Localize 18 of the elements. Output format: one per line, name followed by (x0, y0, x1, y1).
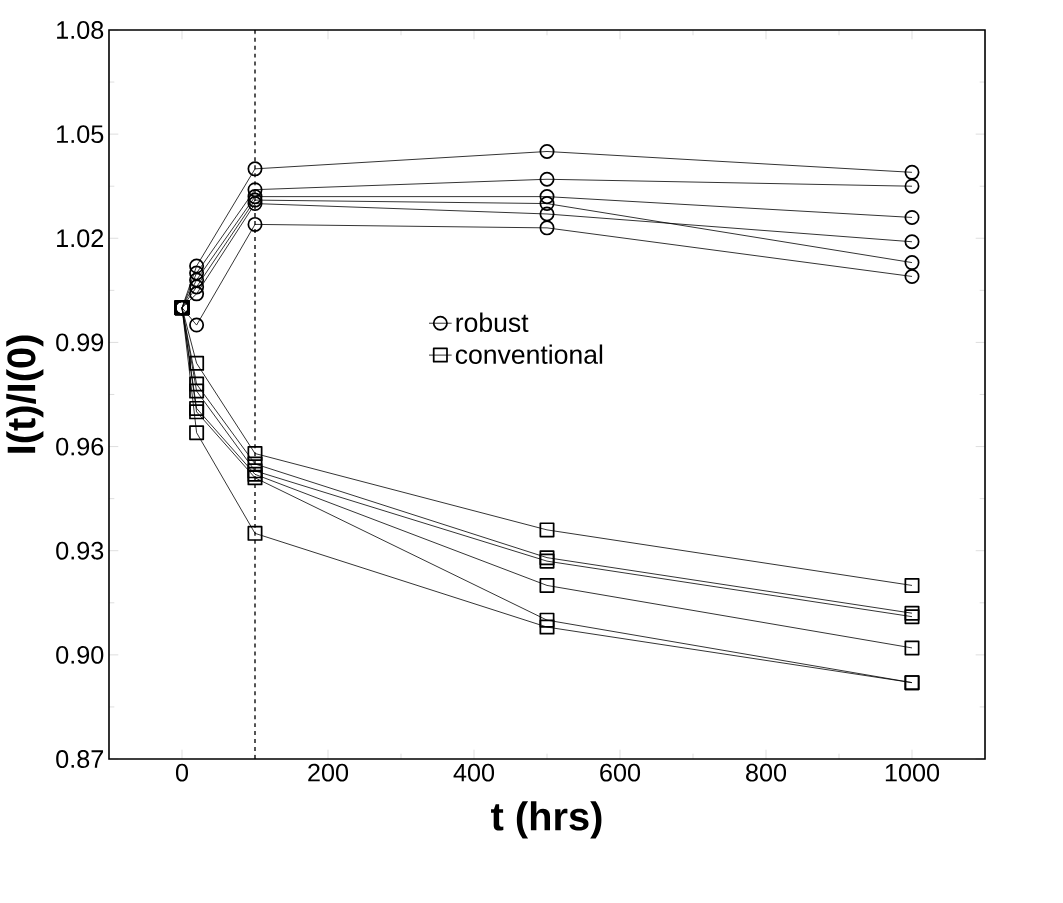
y-tick-label: 0.93 (56, 541, 104, 560)
x-tick-label: 600 (600, 763, 641, 782)
x-tick-label: 0 (175, 763, 189, 782)
x-tick-label: 1000 (885, 763, 940, 782)
y-tick-label: 1.02 (57, 229, 104, 248)
x-tick-label: 400 (453, 763, 495, 782)
y-tick-label: 0.87 (56, 750, 104, 768)
y-tick-label: 0.96 (56, 437, 104, 456)
y-tick-label: 1.08 (57, 21, 104, 39)
y-tick-label: 0.90 (56, 645, 104, 664)
x-axis-title: t (hrs) (491, 801, 602, 839)
x-tick-label: 200 (308, 763, 349, 782)
y-axis-title: I(t)/I(0) (6, 335, 44, 453)
y-tick-label: 1.05 (57, 125, 104, 144)
legend-label: conventional (455, 344, 603, 364)
x-tick-label: 800 (746, 763, 787, 782)
y-tick-label: 0.99 (56, 333, 104, 352)
legend-label: robust (456, 312, 529, 333)
